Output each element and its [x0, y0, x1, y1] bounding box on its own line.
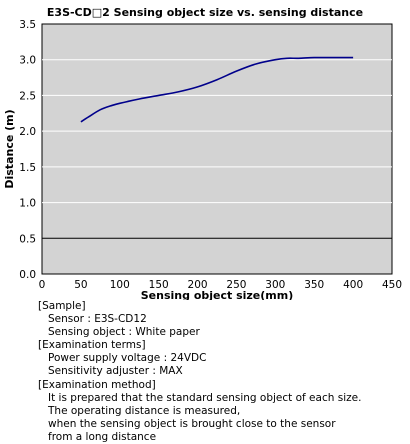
x-tick-label: 200	[188, 279, 208, 291]
x-tick-label: 0	[39, 279, 46, 291]
examination-notes: [Sample] Sensor : E3S-CD12 Sensing objec…	[38, 300, 406, 444]
y-tick-label: 1.5	[19, 162, 36, 174]
method-line-1: It is prepared that the standard sensing…	[48, 391, 362, 404]
sensor-text: Sensor : E3S-CD12	[48, 313, 147, 326]
y-tick-label: 3.5	[19, 19, 36, 31]
terms-header: [Examination terms]	[38, 339, 146, 352]
chart-title: E3S-CD□2 Sensing object size vs. sensing…	[47, 6, 363, 19]
method-line-3: when the sensing object is brought close…	[48, 417, 336, 430]
x-tick-label: 150	[149, 279, 169, 291]
y-axis-label: Distance (m)	[3, 109, 16, 188]
x-axis-label: Sensing object size(mm)	[141, 289, 294, 300]
method-header: [Examination method]	[38, 378, 156, 391]
x-tick-label: 250	[226, 279, 246, 291]
voltage-text: Power supply voltage : 24VDC	[48, 352, 207, 365]
method-line-4: from a long distance	[48, 430, 157, 443]
y-tick-label: 0.5	[19, 233, 36, 245]
y-tick-label: 2.5	[19, 90, 36, 102]
x-tick-label: 350	[304, 279, 324, 291]
method-line-2: The operating distance is measured,	[48, 404, 241, 417]
sensing-object-text: Sensing object : White paper	[48, 326, 200, 339]
y-tick-label: 1.0	[19, 198, 36, 210]
x-tick-label: 400	[343, 279, 363, 291]
sample-header: [Sample]	[38, 300, 86, 312]
x-tick-label: 450	[382, 279, 402, 291]
plot-area	[41, 23, 393, 275]
y-tick-label: 0.0	[19, 269, 36, 281]
chart: E3S-CD□2 Sensing object size vs. sensing…	[3, 6, 402, 300]
y-tick-label: 2.0	[19, 126, 36, 138]
y-tick-label: 3.0	[19, 55, 36, 67]
x-tick-label: 50	[74, 279, 87, 291]
adjuster-text: Sensitivity adjuster : MAX	[48, 365, 183, 378]
x-tick-label: 300	[265, 279, 285, 291]
x-tick-label: 100	[110, 279, 130, 291]
series-line	[80, 56, 354, 123]
